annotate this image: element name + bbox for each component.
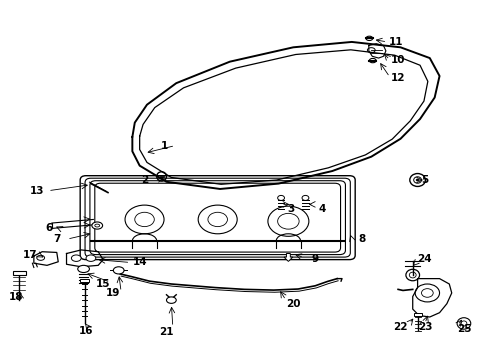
Text: 5: 5 (421, 175, 427, 185)
FancyArrow shape (284, 253, 292, 261)
Text: 21: 21 (159, 327, 173, 337)
Text: 18: 18 (9, 292, 23, 302)
Text: 8: 8 (357, 234, 365, 244)
Text: 14: 14 (132, 257, 147, 267)
Bar (80, 279, 89, 282)
Text: 6: 6 (46, 224, 53, 233)
Text: 24: 24 (417, 254, 431, 264)
Text: 4: 4 (318, 204, 325, 214)
Text: 16: 16 (79, 325, 93, 336)
Text: 25: 25 (456, 324, 470, 334)
Ellipse shape (415, 179, 418, 181)
Ellipse shape (166, 297, 176, 303)
Text: 7: 7 (53, 234, 61, 244)
Ellipse shape (368, 58, 375, 63)
Text: 22: 22 (392, 322, 407, 332)
Ellipse shape (71, 255, 81, 261)
Ellipse shape (113, 267, 124, 274)
Ellipse shape (78, 265, 89, 273)
Text: 20: 20 (285, 299, 300, 309)
Text: 3: 3 (286, 204, 294, 214)
Text: 1: 1 (160, 141, 167, 151)
Text: 10: 10 (390, 55, 405, 65)
Ellipse shape (92, 222, 102, 229)
Text: 12: 12 (390, 73, 405, 83)
Text: 15: 15 (96, 279, 110, 289)
Text: 17: 17 (22, 250, 37, 260)
Text: 13: 13 (30, 186, 44, 196)
Ellipse shape (37, 255, 44, 260)
Bar (13, 271, 25, 275)
Text: 19: 19 (105, 288, 120, 298)
Text: 9: 9 (311, 254, 318, 264)
Ellipse shape (365, 36, 372, 41)
Text: 2: 2 (141, 175, 148, 185)
Bar (413, 314, 421, 316)
Ellipse shape (86, 255, 96, 261)
Text: 11: 11 (387, 37, 402, 47)
Text: 23: 23 (417, 322, 431, 332)
